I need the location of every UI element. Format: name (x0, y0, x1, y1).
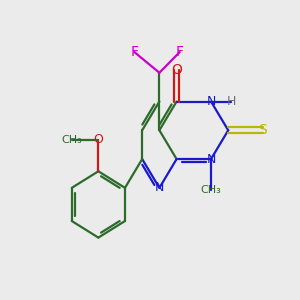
Text: O: O (93, 134, 103, 146)
Text: N: N (206, 153, 216, 166)
Text: F: F (176, 45, 184, 59)
Text: CH₃: CH₃ (61, 135, 82, 145)
Text: F: F (130, 45, 138, 59)
Text: N: N (206, 95, 216, 108)
Text: H: H (227, 95, 236, 108)
Text: S: S (258, 123, 267, 137)
Text: CH₃: CH₃ (201, 185, 221, 195)
Text: N: N (155, 182, 164, 194)
Text: O: O (171, 63, 182, 77)
